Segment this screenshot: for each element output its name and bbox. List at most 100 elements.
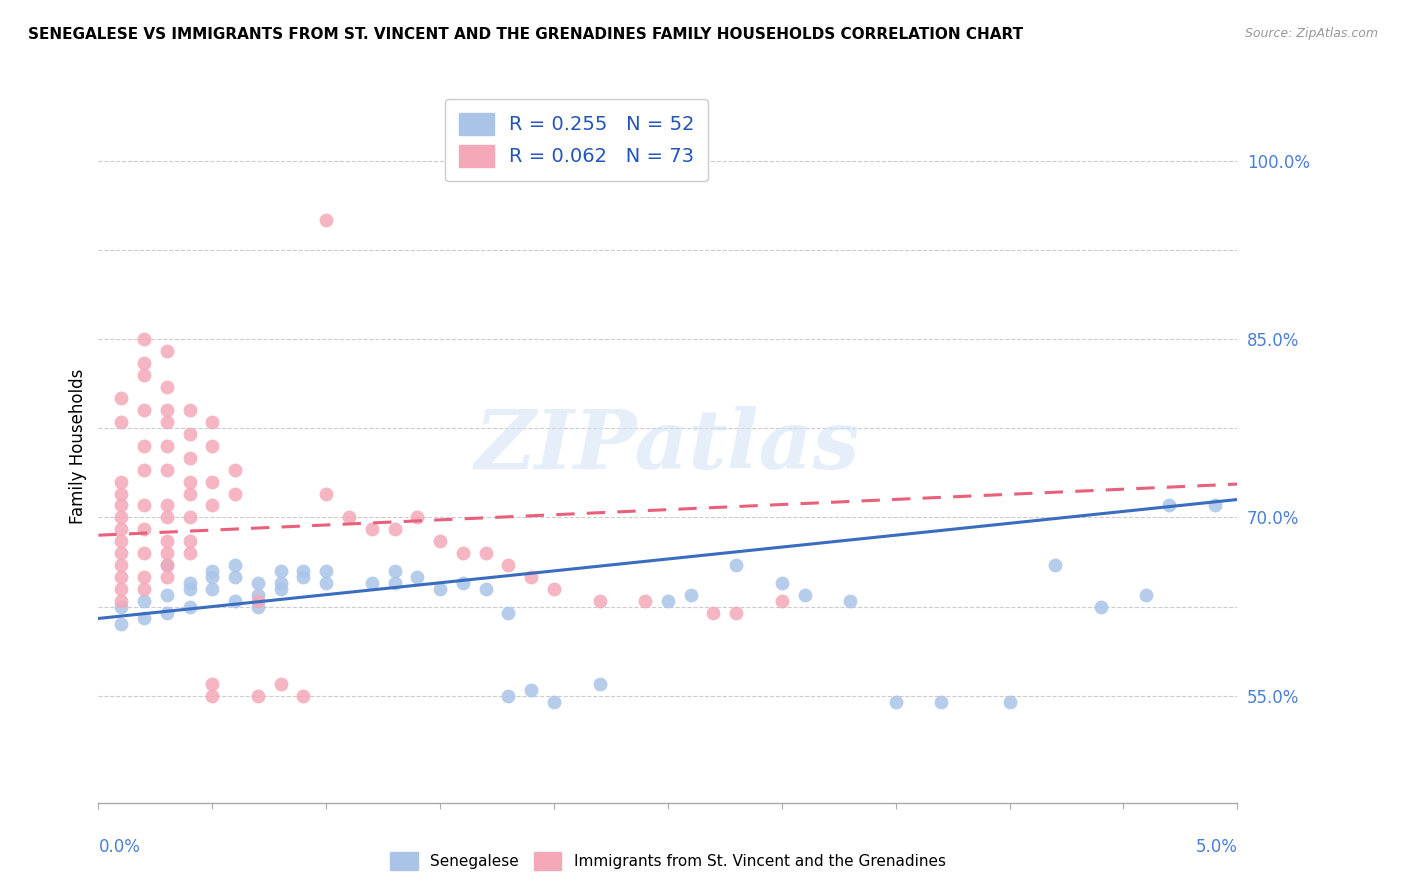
Point bbox=[1043, 558, 1066, 572]
Point bbox=[110, 599, 132, 614]
Point bbox=[156, 534, 179, 549]
Point bbox=[315, 564, 337, 578]
Point bbox=[384, 575, 406, 590]
Point bbox=[292, 570, 315, 584]
Point bbox=[201, 677, 224, 691]
Point bbox=[132, 499, 155, 513]
Point bbox=[110, 510, 132, 524]
Point bbox=[224, 463, 246, 477]
Point bbox=[201, 564, 224, 578]
Point bbox=[110, 534, 132, 549]
Point bbox=[156, 510, 179, 524]
Point bbox=[498, 689, 520, 703]
Point bbox=[132, 368, 155, 382]
Point bbox=[315, 213, 337, 227]
Point bbox=[406, 570, 429, 584]
Point bbox=[725, 558, 748, 572]
Point bbox=[110, 415, 132, 429]
Point bbox=[246, 593, 269, 607]
Point bbox=[110, 617, 132, 632]
Point bbox=[201, 439, 224, 453]
Text: SENEGALESE VS IMMIGRANTS FROM ST. VINCENT AND THE GRENADINES FAMILY HOUSEHOLDS C: SENEGALESE VS IMMIGRANTS FROM ST. VINCEN… bbox=[28, 27, 1024, 42]
Text: 0.0%: 0.0% bbox=[98, 838, 141, 856]
Point bbox=[246, 689, 269, 703]
Point bbox=[520, 682, 543, 697]
Point bbox=[315, 575, 337, 590]
Point bbox=[110, 546, 132, 560]
Point bbox=[929, 695, 952, 709]
Point bbox=[132, 439, 155, 453]
Point bbox=[179, 599, 201, 614]
Point bbox=[498, 606, 520, 620]
Point bbox=[1157, 499, 1180, 513]
Point bbox=[156, 343, 179, 358]
Point bbox=[429, 534, 451, 549]
Point bbox=[770, 575, 793, 590]
Point bbox=[110, 486, 132, 500]
Point bbox=[520, 570, 543, 584]
Point bbox=[634, 593, 657, 607]
Point bbox=[337, 510, 360, 524]
Point bbox=[156, 558, 179, 572]
Point bbox=[110, 475, 132, 489]
Point bbox=[110, 582, 132, 596]
Point bbox=[406, 510, 429, 524]
Point bbox=[179, 450, 201, 465]
Point bbox=[270, 677, 292, 691]
Point bbox=[657, 593, 679, 607]
Point bbox=[474, 546, 496, 560]
Point bbox=[839, 593, 862, 607]
Point bbox=[224, 558, 246, 572]
Point bbox=[156, 606, 179, 620]
Point bbox=[156, 588, 179, 602]
Point bbox=[110, 522, 132, 536]
Point bbox=[679, 588, 702, 602]
Point bbox=[132, 356, 155, 370]
Point bbox=[156, 558, 179, 572]
Point bbox=[725, 606, 748, 620]
Point bbox=[156, 570, 179, 584]
Point bbox=[201, 499, 224, 513]
Point bbox=[132, 522, 155, 536]
Point bbox=[770, 593, 793, 607]
Point bbox=[132, 332, 155, 346]
Point bbox=[201, 689, 224, 703]
Point bbox=[384, 522, 406, 536]
Point bbox=[132, 582, 155, 596]
Point bbox=[156, 403, 179, 417]
Point bbox=[246, 588, 269, 602]
Point bbox=[224, 486, 246, 500]
Point bbox=[315, 486, 337, 500]
Point bbox=[884, 695, 907, 709]
Point bbox=[179, 427, 201, 442]
Point bbox=[270, 582, 292, 596]
Point bbox=[588, 677, 610, 691]
Point bbox=[384, 564, 406, 578]
Point bbox=[543, 582, 565, 596]
Point bbox=[179, 486, 201, 500]
Point bbox=[224, 593, 246, 607]
Point bbox=[132, 463, 155, 477]
Point bbox=[360, 522, 382, 536]
Point bbox=[292, 689, 315, 703]
Point bbox=[156, 546, 179, 560]
Point bbox=[451, 546, 474, 560]
Point bbox=[156, 463, 179, 477]
Text: ZIPatlas: ZIPatlas bbox=[475, 406, 860, 486]
Point bbox=[110, 570, 132, 584]
Point bbox=[201, 415, 224, 429]
Point bbox=[292, 564, 315, 578]
Point bbox=[179, 475, 201, 489]
Point bbox=[132, 611, 155, 625]
Point bbox=[543, 695, 565, 709]
Point bbox=[246, 575, 269, 590]
Point bbox=[110, 499, 132, 513]
Point bbox=[110, 392, 132, 406]
Point bbox=[132, 593, 155, 607]
Point bbox=[179, 510, 201, 524]
Point bbox=[1204, 499, 1226, 513]
Point bbox=[110, 593, 132, 607]
Point bbox=[110, 558, 132, 572]
Point bbox=[451, 575, 474, 590]
Point bbox=[429, 582, 451, 596]
